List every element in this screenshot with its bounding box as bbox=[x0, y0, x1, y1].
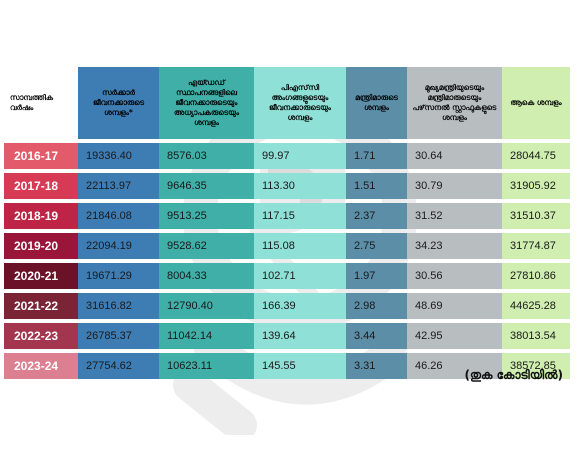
aided-cell: 9528.62 bbox=[159, 233, 254, 259]
cm-cell: 31.52 bbox=[407, 203, 502, 229]
cm-cell: 30.79 bbox=[407, 173, 502, 199]
cm-cell: 48.69 bbox=[407, 293, 502, 319]
table-row: 2023-24 27754.62 10623.11 145.55 3.31 46.26 38… bbox=[4, 353, 570, 379]
psc-cell: 115.08 bbox=[254, 233, 346, 259]
aided-cell: 12790.40 bbox=[159, 293, 254, 319]
ministers-cell: 2.98 bbox=[346, 293, 407, 319]
psc-cell: 102.71 bbox=[254, 263, 346, 289]
header-aided: എയ്ഡഡ് സ്ഥാപനങ്ങളിലെ ജീവനക്കാരുടെയും അധ്… bbox=[159, 67, 254, 139]
total-cell: 38572.85 bbox=[502, 353, 570, 379]
header-total: ആകെ ശമ്പളം bbox=[502, 67, 570, 139]
psc-cell: 113.30 bbox=[254, 173, 346, 199]
aided-cell: 9646.35 bbox=[159, 173, 254, 199]
ministers-cell: 1.97 bbox=[346, 263, 407, 289]
year-cell: 2017-18 bbox=[4, 173, 78, 199]
salary-table: സാമ്പത്തിക വർഷം സർക്കാർ ജീവനക്കാരുടെ ശമ്… bbox=[4, 63, 570, 383]
cm-cell: 42.95 bbox=[407, 323, 502, 349]
total-cell: 31774.87 bbox=[502, 233, 570, 259]
total-cell: 31905.92 bbox=[502, 173, 570, 199]
aided-cell: 11042.14 bbox=[159, 323, 254, 349]
ministers-cell: 2.75 bbox=[346, 233, 407, 259]
psc-cell: 145.55 bbox=[254, 353, 346, 379]
govt-cell: 27754.62 bbox=[78, 353, 159, 379]
govt-cell: 31616.82 bbox=[78, 293, 159, 319]
total-cell: 28044.75 bbox=[502, 143, 570, 169]
cm-cell: 34.23 bbox=[407, 233, 502, 259]
year-cell: 2022-23 bbox=[4, 323, 78, 349]
aided-cell: 8004.33 bbox=[159, 263, 254, 289]
unit-note: (തുക കോടിയിൽ) bbox=[464, 368, 563, 382]
govt-cell: 26785.37 bbox=[78, 323, 159, 349]
table-row: 2018-19 21846.08 9513.25 117.15 2.37 31.52 315… bbox=[4, 203, 570, 229]
ministers-cell: 1.51 bbox=[346, 173, 407, 199]
psc-cell: 166.39 bbox=[254, 293, 346, 319]
govt-cell: 22113.97 bbox=[78, 173, 159, 199]
total-cell: 27810.86 bbox=[502, 263, 570, 289]
total-cell: 38013.54 bbox=[502, 323, 570, 349]
ministers-cell: 1.71 bbox=[346, 143, 407, 169]
cm-cell: 30.56 bbox=[407, 263, 502, 289]
total-cell: 44625.28 bbox=[502, 293, 570, 319]
table-row: 2017-18 22113.97 9646.35 113.30 1.51 30.79 319… bbox=[4, 173, 570, 199]
aided-cell: 10623.11 bbox=[159, 353, 254, 379]
table-row: 2022-23 26785.37 11042.14 139.64 3.44 42.95 38… bbox=[4, 323, 570, 349]
govt-cell: 19671.29 bbox=[78, 263, 159, 289]
ministers-cell: 3.31 bbox=[346, 353, 407, 379]
psc-cell: 99.97 bbox=[254, 143, 346, 169]
ministers-cell: 3.44 bbox=[346, 323, 407, 349]
govt-cell: 19336.40 bbox=[78, 143, 159, 169]
govt-cell: 22094.19 bbox=[78, 233, 159, 259]
aided-cell: 9513.25 bbox=[159, 203, 254, 229]
table-row: 2019-20 22094.19 9528.62 115.08 2.75 34.23 317… bbox=[4, 233, 570, 259]
header-row: സാമ്പത്തിക വർഷം സർക്കാർ ജീവനക്കാരുടെ ശമ്… bbox=[4, 67, 570, 139]
table-body: 2016-17 19336.40 8576.03 99.97 1.71 30.64 2804… bbox=[4, 143, 570, 379]
year-cell: 2021-22 bbox=[4, 293, 78, 319]
cm-cell: 30.64 bbox=[407, 143, 502, 169]
header-psc: പിഎസ്‌സി അംഗങ്ങളുടെയും ജീവനക്കാരുടെയും ശ… bbox=[254, 67, 346, 139]
psc-cell: 139.64 bbox=[254, 323, 346, 349]
year-cell: 2023-24 bbox=[4, 353, 78, 379]
year-cell: 2019-20 bbox=[4, 233, 78, 259]
table-row: 2020-21 19671.29 8004.33 102.71 1.97 30.56 278… bbox=[4, 263, 570, 289]
table-row: 2016-17 19336.40 8576.03 99.97 1.71 30.64 2804… bbox=[4, 143, 570, 169]
year-cell: 2020-21 bbox=[4, 263, 78, 289]
ministers-cell: 2.37 bbox=[346, 203, 407, 229]
header-year: സാമ്പത്തിക വർഷം bbox=[10, 93, 53, 112]
aided-cell: 8576.03 bbox=[159, 143, 254, 169]
year-cell: 2016-17 bbox=[4, 143, 78, 169]
psc-cell: 117.15 bbox=[254, 203, 346, 229]
govt-cell: 21846.08 bbox=[78, 203, 159, 229]
table-row: 2021-22 31616.82 12790.40 166.39 2.98 48.69 44… bbox=[4, 293, 570, 319]
total-cell: 31510.37 bbox=[502, 203, 570, 229]
header-ministers: മന്ത്രിമാരുടെ ശമ്പളം bbox=[346, 67, 407, 139]
year-cell: 2018-19 bbox=[4, 203, 78, 229]
cm-cell: 46.26 bbox=[407, 353, 502, 379]
header-cm-staff: മുഖ്യമന്ത്രിയുടെയും മന്ത്രിമാരുടെയും പഴ്… bbox=[407, 67, 502, 139]
header-govt: സർക്കാർ ജീവനക്കാരുടെ ശമ്പളം* bbox=[78, 67, 159, 139]
